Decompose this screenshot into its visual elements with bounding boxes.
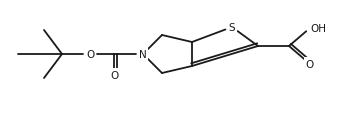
Text: S: S [229, 23, 235, 33]
Text: O: O [306, 59, 314, 69]
Text: N: N [139, 50, 147, 59]
Text: O: O [86, 50, 94, 59]
Text: OH: OH [310, 24, 326, 34]
Text: O: O [110, 70, 118, 80]
